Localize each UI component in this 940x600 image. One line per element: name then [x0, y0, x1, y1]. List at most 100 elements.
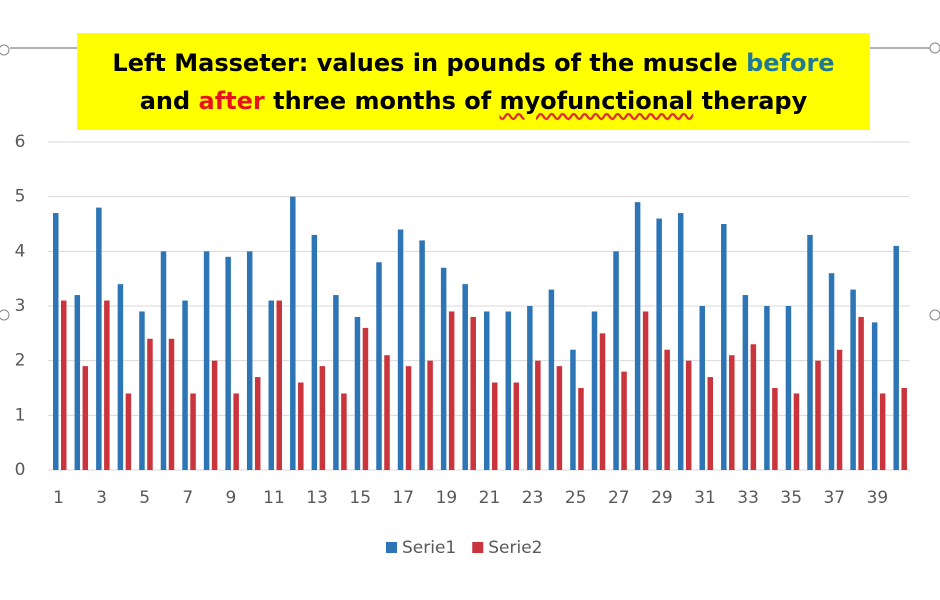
- handle: [0, 44, 10, 56]
- bar: [233, 393, 239, 470]
- title-segment: and: [139, 86, 191, 115]
- bar: [182, 300, 188, 470]
- legend-swatch: [386, 542, 397, 553]
- title-line: Left Masseter: values in pounds of the m…: [112, 44, 834, 82]
- handle: [929, 309, 940, 321]
- bar: [901, 388, 907, 470]
- y-tick-label: 4: [15, 241, 26, 261]
- bar: [729, 355, 735, 470]
- bar: [311, 234, 318, 470]
- x-tick-label: 25: [565, 488, 587, 508]
- y-tick-label: 2: [15, 351, 26, 371]
- bar: [211, 360, 218, 470]
- bar: [125, 393, 132, 470]
- bar: [96, 207, 102, 470]
- bar: [634, 202, 641, 470]
- bar: [160, 251, 167, 470]
- bar: [750, 344, 757, 470]
- bar: [376, 262, 382, 470]
- bar: [505, 311, 512, 470]
- bar: [793, 393, 800, 470]
- x-tick-label: 37: [823, 488, 845, 508]
- bar: [354, 316, 361, 470]
- x-tick-label: 27: [608, 488, 630, 508]
- x-tick-label: 35: [780, 488, 802, 508]
- bar: [276, 300, 282, 470]
- bar: [893, 245, 899, 470]
- x-tick-label: 21: [479, 488, 501, 508]
- bar: [685, 360, 692, 470]
- bar: [492, 382, 498, 470]
- y-tick-label: 5: [15, 187, 26, 207]
- bar: [254, 377, 261, 470]
- bar: [290, 196, 296, 470]
- bar: [570, 349, 576, 470]
- bar: [139, 311, 145, 470]
- bar: [621, 371, 627, 470]
- title-segment: three months of: [273, 86, 492, 115]
- x-tick-label: 9: [225, 488, 236, 508]
- bar: [613, 251, 619, 470]
- x-tick-label: 13: [306, 488, 328, 508]
- bar: [462, 284, 468, 470]
- title-segment: therapy: [701, 86, 808, 115]
- legend-label: Serie2: [488, 538, 542, 558]
- title-segment: myofunctional: [499, 86, 694, 115]
- handle: [929, 42, 940, 54]
- x-tick-label: 3: [96, 488, 107, 508]
- x-tick-label: 17: [392, 488, 414, 508]
- bar: [61, 300, 67, 470]
- x-tick-label: 11: [263, 488, 285, 508]
- x-tick-label: 29: [651, 488, 673, 508]
- bar: [484, 311, 490, 470]
- bar: [190, 393, 196, 470]
- bar: [246, 251, 253, 470]
- bar: [642, 311, 649, 470]
- bar: [82, 366, 89, 470]
- x-tick-label: 31: [694, 488, 716, 508]
- bar: [807, 234, 813, 470]
- bar: [104, 300, 110, 470]
- bar: [341, 393, 347, 470]
- bar: [656, 218, 662, 470]
- legend-swatch: [472, 542, 484, 553]
- bar: [448, 311, 455, 470]
- bar: [836, 349, 843, 470]
- bar: [556, 366, 563, 470]
- bar: [785, 306, 792, 470]
- bar: [850, 289, 856, 470]
- bar: [319, 366, 326, 470]
- bar: [742, 295, 749, 470]
- bar: [362, 327, 369, 470]
- bar: [384, 355, 390, 470]
- bar: [871, 322, 878, 470]
- x-tick-label: 33: [737, 488, 759, 508]
- bar: [117, 284, 124, 470]
- x-tick-label: 15: [349, 488, 371, 508]
- bar: [225, 256, 231, 470]
- bar: [527, 306, 533, 470]
- bar: [168, 338, 175, 470]
- bar: [828, 273, 835, 470]
- bar: [858, 316, 864, 470]
- bar: [599, 333, 606, 470]
- x-tick-label: 5: [139, 488, 150, 508]
- legend-label: Serie1: [402, 538, 456, 558]
- title-segment: after: [198, 86, 265, 115]
- bar: [427, 360, 433, 470]
- bar: [677, 213, 684, 471]
- bar: [333, 295, 339, 470]
- y-tick-label: 0: [15, 460, 26, 480]
- bar: [74, 295, 81, 470]
- y-tick-label: 3: [15, 296, 26, 316]
- bar: [470, 316, 476, 470]
- x-tick-label: 23: [522, 488, 544, 508]
- bar: [203, 251, 210, 470]
- handle: [0, 309, 10, 321]
- bar: [707, 377, 713, 470]
- bar: [548, 289, 555, 470]
- bar: [764, 306, 770, 470]
- bar: [397, 229, 404, 470]
- x-tick-label: 7: [182, 488, 193, 508]
